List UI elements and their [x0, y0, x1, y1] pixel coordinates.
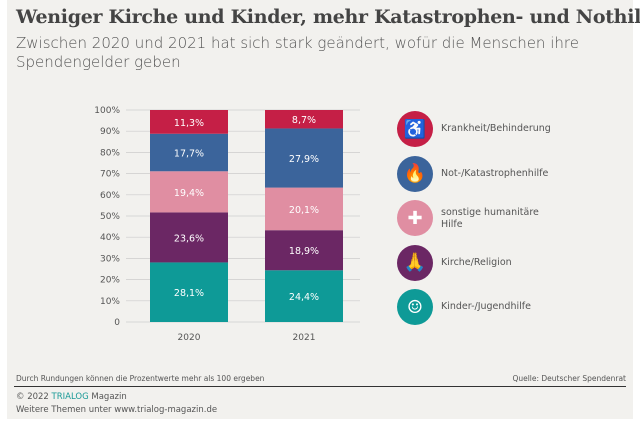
chart-title: Weniger Kirche und Kinder, mehr Katastro…	[16, 6, 640, 28]
wheelchair-icon: ♿	[397, 111, 433, 147]
legend-label: Kirche/Religion	[441, 256, 512, 268]
bar-segment	[265, 128, 343, 188]
data-label: 20,1%	[289, 205, 319, 216]
data-label: 24,4%	[289, 292, 319, 303]
bar-segment	[265, 270, 343, 322]
y-tick-label: 90%	[100, 127, 120, 137]
y-tick-label: 20%	[100, 276, 120, 286]
y-tick-label: 10%	[100, 297, 120, 307]
y-tick-label: 100%	[94, 106, 120, 116]
y-tick-label: 80%	[100, 148, 120, 158]
copyright-prefix: © 2022	[16, 392, 52, 402]
bar-segment	[150, 171, 228, 213]
legend-label: Kinder-/Jugendhilfe	[441, 301, 531, 312]
bar-segment	[150, 110, 228, 134]
bar-segment	[150, 212, 228, 263]
source: Quelle: Deutscher Spendenrat	[512, 374, 626, 383]
x-tick-label: 2021	[293, 333, 316, 343]
praying-hands-icon: 🙏	[397, 244, 433, 281]
data-label: 19,4%	[174, 188, 204, 199]
bar-segment	[150, 262, 228, 322]
footnote: Durch Rundungen können die Prozentwerte …	[16, 374, 265, 383]
legend-label: sonstige humanitäre Hilfe	[441, 207, 539, 230]
copyright-suffix: Magazin	[88, 392, 127, 402]
brand: TRIALOG	[51, 392, 89, 402]
copyright: © 2022 TRIALOG Magazin	[16, 392, 127, 402]
bar-segment	[265, 110, 343, 129]
y-tick-label: 70%	[100, 170, 120, 180]
data-label: 18,9%	[289, 246, 319, 257]
data-label: 8,7%	[292, 115, 316, 126]
chart-subtitle: Zwischen 2020 und 2021 hat sich stark ge…	[16, 34, 579, 71]
data-label: 28,1%	[174, 288, 204, 299]
data-label: 27,9%	[289, 154, 319, 165]
y-tick-label: 30%	[100, 254, 120, 264]
y-tick-label: 60%	[100, 191, 120, 201]
website-note: Weitere Themen unter www.trialog-magazin…	[16, 405, 218, 415]
data-label: 11,3%	[174, 118, 204, 129]
data-label: 17,7%	[174, 149, 204, 160]
bar-segment	[150, 133, 228, 172]
x-tick-label: 2020	[178, 333, 201, 343]
data-label: 23,6%	[174, 233, 204, 244]
y-tick-label: 40%	[100, 233, 120, 243]
flame-icon: 🔥	[397, 155, 433, 192]
legend-label: Not-/Katastrophenhilfe	[441, 167, 549, 179]
divider	[14, 386, 626, 387]
bar-segment	[265, 230, 343, 271]
y-tick-label: 50%	[100, 212, 120, 222]
legend-label: Krankheit/Behinderung	[441, 123, 551, 134]
y-tick-label: 0	[114, 318, 120, 328]
baby-icon: ☺	[397, 289, 433, 325]
bar-segment	[265, 187, 343, 231]
medical-kit-icon: ✚	[397, 200, 433, 236]
